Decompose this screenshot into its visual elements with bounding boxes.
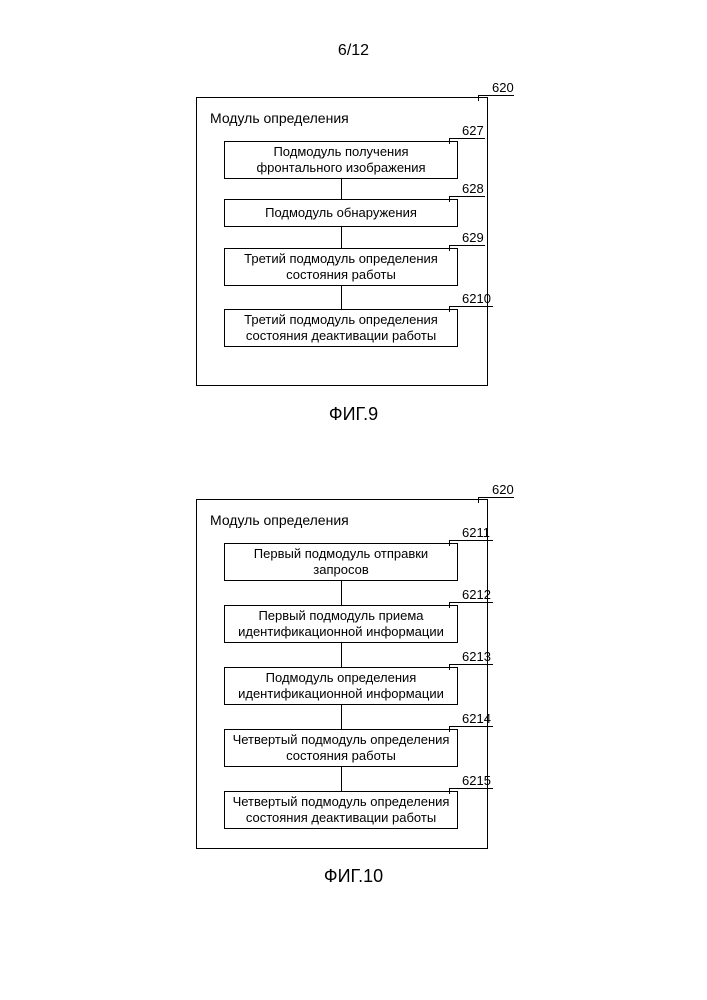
fig10-box-6211: Первый подмодуль отправкизапросов [224, 543, 458, 581]
fig9-ref-6210: 6210 [462, 291, 491, 306]
fig9-ref-627: 627 [462, 123, 484, 138]
fig10-box-6211-label: Первый подмодуль отправкизапросов [254, 546, 428, 577]
fig10-ref-6215-tick [449, 788, 450, 794]
fig9-box-628: Подмодуль обнаружения [224, 199, 458, 227]
fig9-ref-628-line [449, 196, 485, 197]
fig9-ref-6210-tick [449, 306, 450, 312]
fig10-outer-title: Модуль определения [210, 512, 349, 528]
fig9-conn-629-6210 [341, 286, 342, 309]
fig10-box-6213-label: Подмодуль определенияидентификационной и… [238, 670, 444, 701]
fig9-box-627: Подмодуль полученияфронтального изображе… [224, 141, 458, 179]
fig9-ref-629-tick [449, 245, 450, 251]
fig9-ref-627-tick [449, 138, 450, 144]
fig9-outer-ref-tick [478, 95, 479, 101]
fig10-ref-6214-tick [449, 726, 450, 732]
fig10-box-6213: Подмодуль определенияидентификационной и… [224, 667, 458, 705]
fig10-ref-6215: 6215 [462, 773, 491, 788]
fig10-ref-6211-tick [449, 540, 450, 546]
fig9-box-627-label: Подмодуль полученияфронтального изображе… [256, 144, 425, 175]
page: 6/12 620 Модуль определения Подмодуль по… [0, 0, 707, 1000]
fig10-box-6214-label: Четвертый подмодуль определениясостояния… [233, 732, 450, 763]
fig9-conn-627-628 [341, 179, 342, 199]
fig9-ref-627-line [449, 138, 485, 139]
fig10-ref-6213-tick [449, 664, 450, 670]
fig10-outer-ref-line [478, 497, 514, 498]
fig9-ref-6210-line [449, 306, 493, 307]
fig9-outer-ref: 620 [492, 80, 514, 95]
fig10-caption: ФИГ.10 [0, 866, 707, 887]
fig10-outer-ref-tick [478, 497, 479, 503]
page-number: 6/12 [0, 42, 707, 60]
fig10-box-6215: Четвертый подмодуль определениясостояния… [224, 791, 458, 829]
fig9-ref-629: 629 [462, 230, 484, 245]
fig9-ref-628-tick [449, 196, 450, 202]
fig9-outer-ref-line [478, 95, 514, 96]
fig10-ref-6212-line [449, 602, 493, 603]
fig10-box-6212-label: Первый подмодуль приемаидентификационной… [238, 608, 444, 639]
fig9-ref-629-line [449, 245, 485, 246]
fig10-box-6215-label: Четвертый подмодуль определениясостояния… [233, 794, 450, 825]
fig9-conn-628-629 [341, 227, 342, 248]
fig10-box-6214: Четвертый подмодуль определениясостояния… [224, 729, 458, 767]
fig9-outer-title: Модуль определения [210, 110, 349, 126]
fig10-conn-6214-6215 [341, 767, 342, 791]
fig10-ref-6212-tick [449, 602, 450, 608]
fig10-ref-6212: 6212 [462, 587, 491, 602]
fig9-box-629-label: Третий подмодуль определениясостояния ра… [244, 251, 438, 282]
fig9-box-6210: Третий подмодуль определениясостояния де… [224, 309, 458, 347]
fig9-ref-628: 628 [462, 181, 484, 196]
fig10-ref-6215-line [449, 788, 493, 789]
fig10-ref-6213-line [449, 664, 493, 665]
fig9-caption: ФИГ.9 [0, 404, 707, 425]
fig10-ref-6213: 6213 [462, 649, 491, 664]
fig9-box-629: Третий подмодуль определениясостояния ра… [224, 248, 458, 286]
fig10-ref-6214: 6214 [462, 711, 491, 726]
fig9-box-6210-label: Третий подмодуль определениясостояния де… [244, 312, 438, 343]
fig10-conn-6211-6212 [341, 581, 342, 605]
fig10-ref-6211: 6211 [462, 525, 490, 540]
fig10-ref-6211-line [449, 540, 493, 541]
fig9-box-628-label: Подмодуль обнаружения [265, 205, 417, 221]
fig10-conn-6213-6214 [341, 705, 342, 729]
fig10-conn-6212-6213 [341, 643, 342, 667]
fig10-outer-ref: 620 [492, 482, 514, 497]
fig10-box-6212: Первый подмодуль приемаидентификационной… [224, 605, 458, 643]
fig10-ref-6214-line [449, 726, 493, 727]
